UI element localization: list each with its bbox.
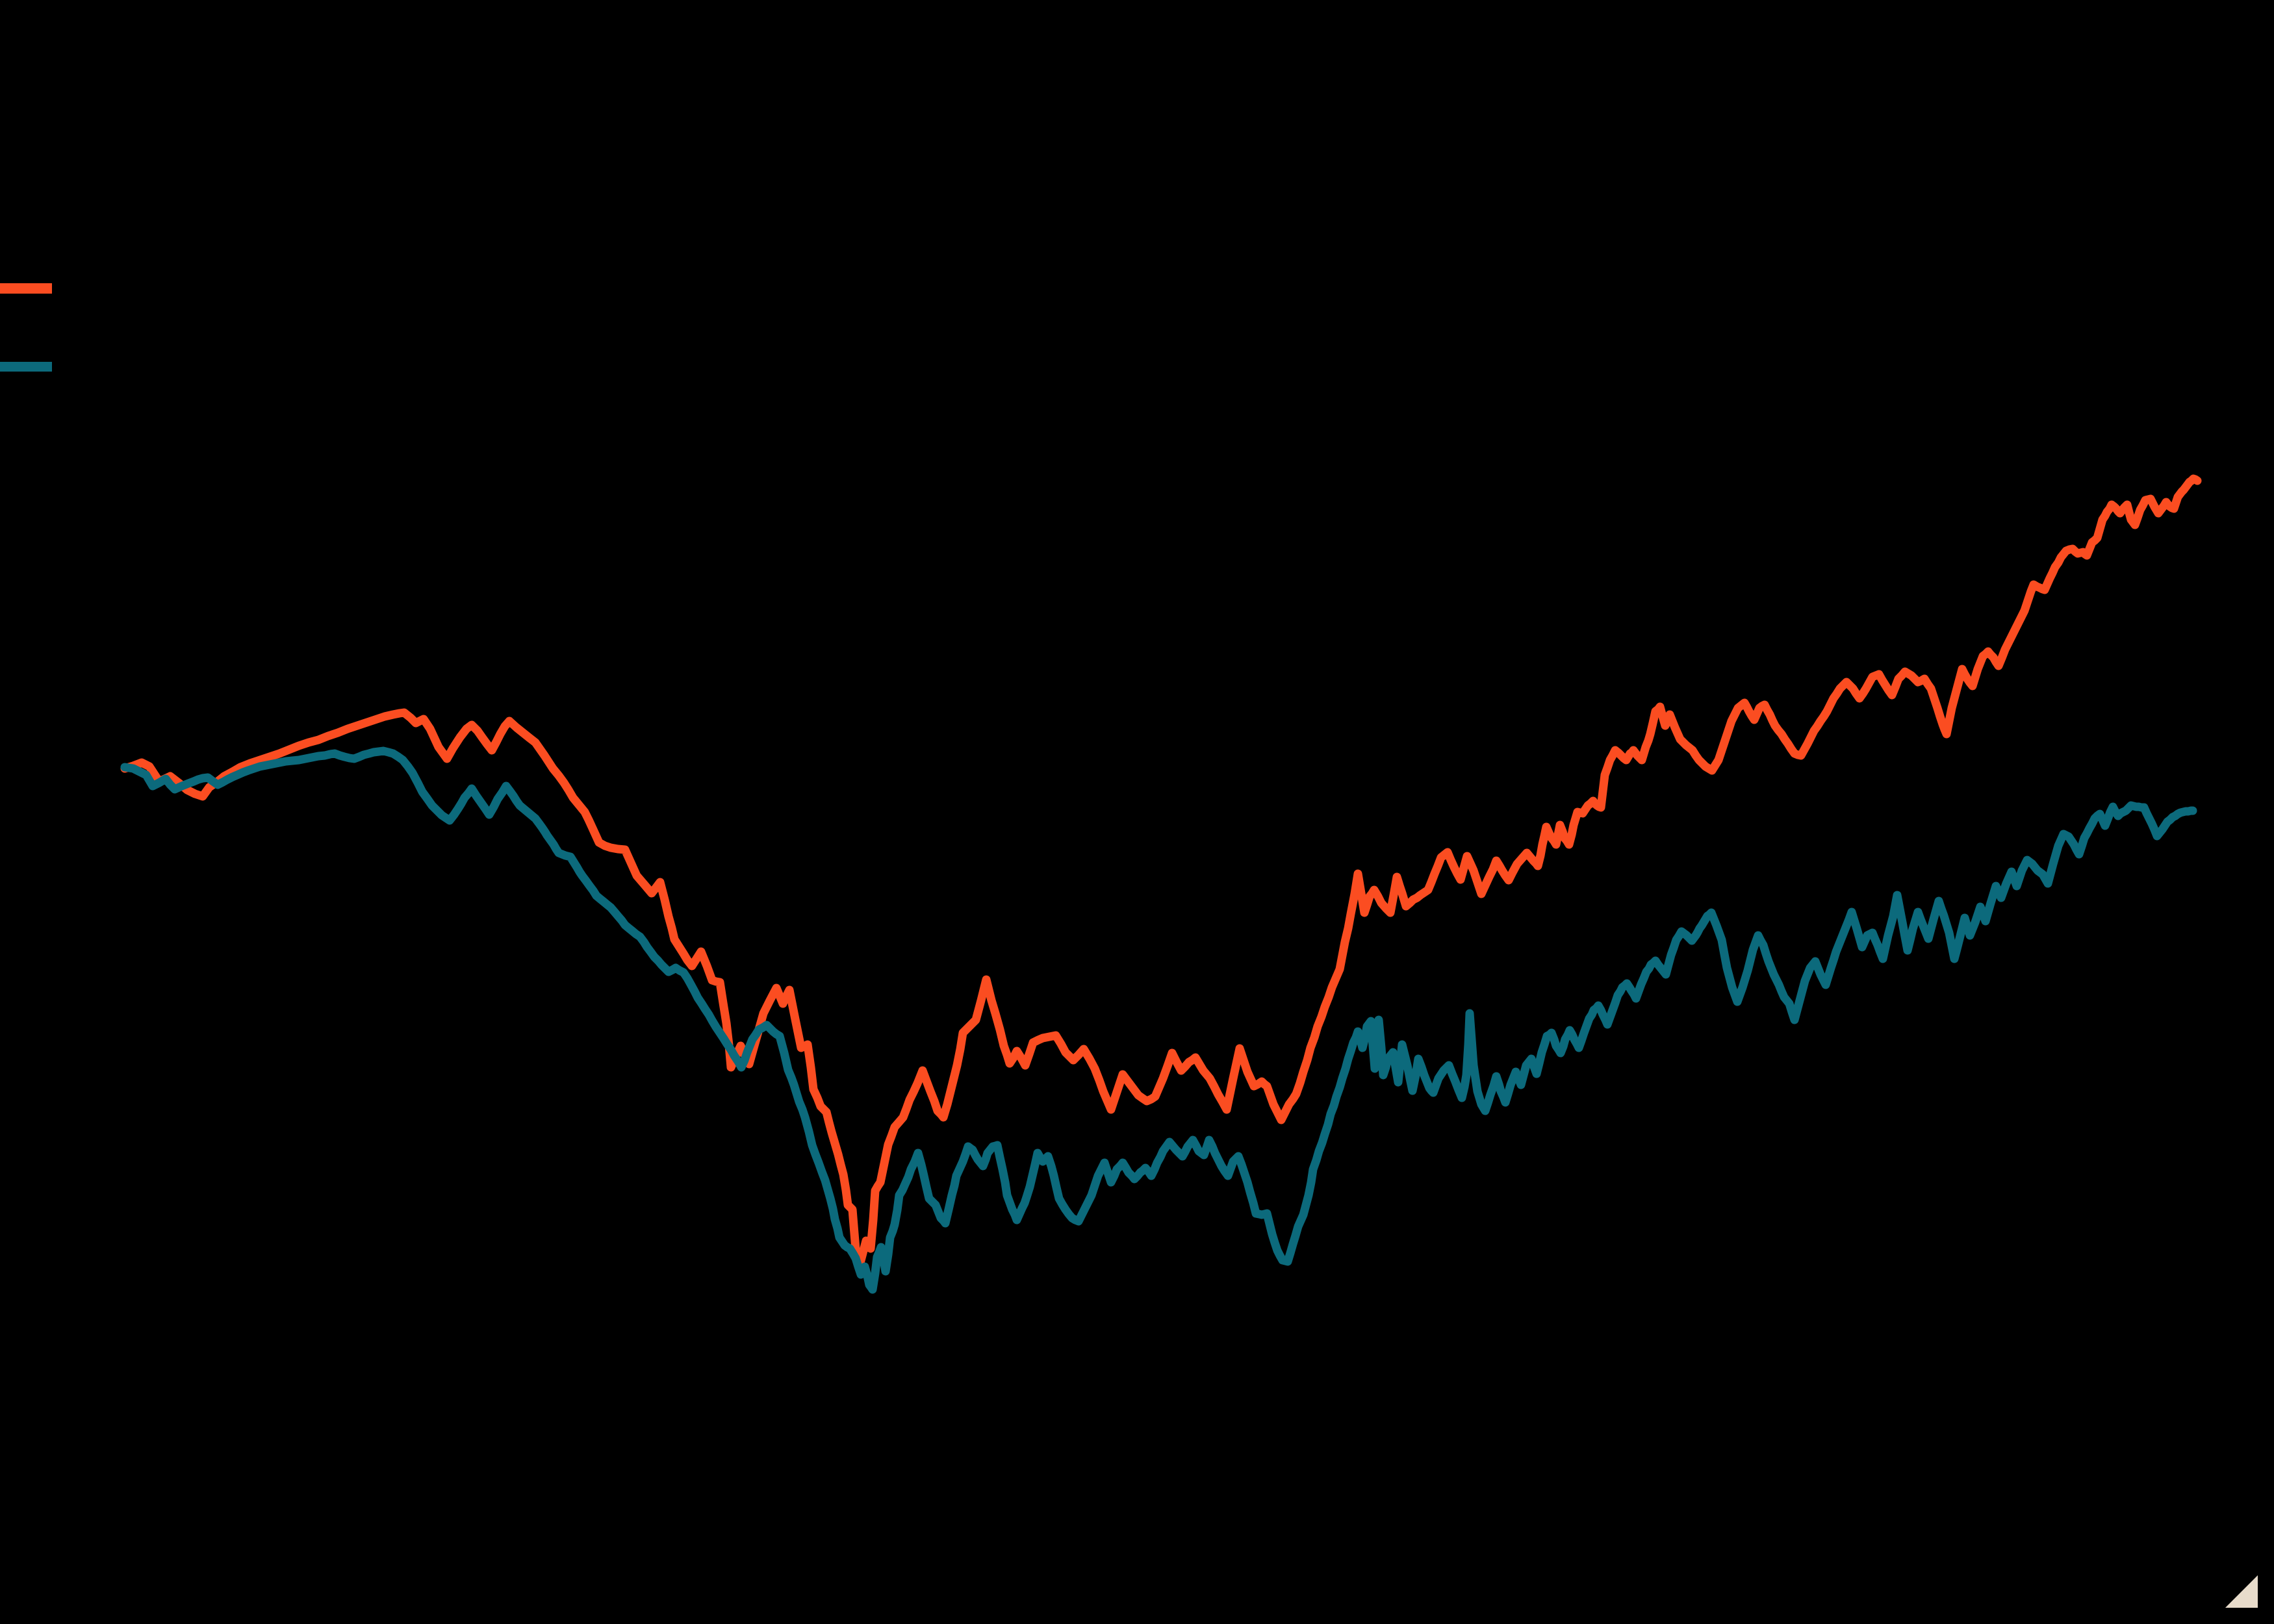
resize-grip-triangle-icon[interactable] xyxy=(2225,1575,2258,1608)
legend-swatch-1 xyxy=(0,283,52,294)
series-line-2 xyxy=(120,746,2197,1294)
legend-swatch-2 xyxy=(0,362,52,372)
